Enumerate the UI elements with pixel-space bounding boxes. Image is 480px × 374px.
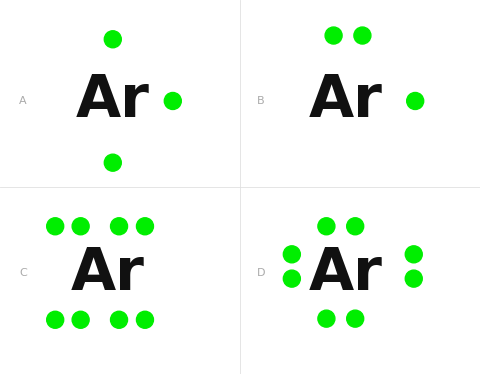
Text: Ar: Ar [71, 245, 145, 301]
Text: A: A [19, 96, 27, 106]
Ellipse shape [347, 218, 364, 235]
Text: Ar: Ar [76, 73, 150, 129]
Ellipse shape [72, 311, 89, 328]
Text: D: D [257, 268, 265, 278]
Ellipse shape [354, 27, 371, 44]
Ellipse shape [405, 270, 422, 287]
Ellipse shape [47, 218, 64, 235]
Ellipse shape [104, 31, 121, 48]
Text: B: B [257, 96, 264, 106]
Ellipse shape [110, 218, 128, 235]
Ellipse shape [47, 311, 64, 328]
Ellipse shape [136, 218, 154, 235]
Ellipse shape [407, 92, 424, 110]
Ellipse shape [283, 246, 300, 263]
Ellipse shape [325, 27, 342, 44]
Ellipse shape [164, 92, 181, 110]
Ellipse shape [405, 246, 422, 263]
Ellipse shape [318, 218, 335, 235]
Ellipse shape [318, 310, 335, 327]
Ellipse shape [104, 154, 121, 171]
Ellipse shape [347, 310, 364, 327]
Text: Ar: Ar [309, 245, 383, 301]
Ellipse shape [110, 311, 128, 328]
Text: Ar: Ar [309, 73, 383, 129]
Ellipse shape [72, 218, 89, 235]
Ellipse shape [136, 311, 154, 328]
Text: C: C [19, 268, 27, 278]
Ellipse shape [283, 270, 300, 287]
